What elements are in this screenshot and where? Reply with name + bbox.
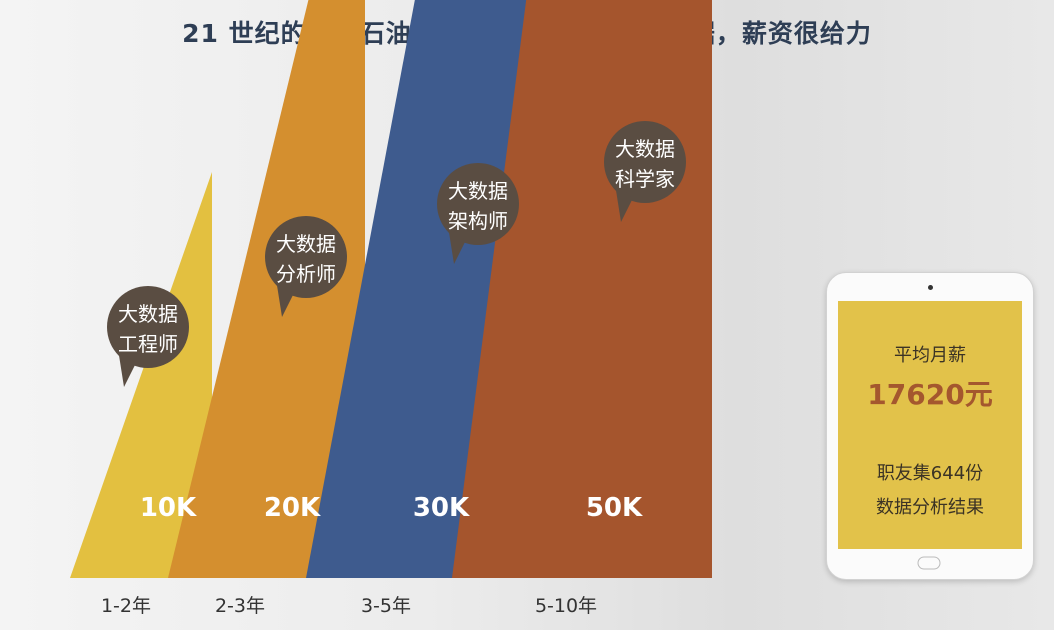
- role-bubble-tail-1: [276, 279, 294, 317]
- value-label-5-10年: 50K: [586, 493, 643, 523]
- category-label-3-5年: 3-5年: [361, 595, 411, 617]
- role-bubble-tail-3: [615, 184, 633, 222]
- role-text-3-1: 科学家: [615, 167, 675, 191]
- category-label-2-3年: 2-3年: [215, 595, 265, 617]
- bar-2-3年: [168, 0, 365, 578]
- role-text-2-0: 大数据: [448, 179, 508, 203]
- tablet-card: 平均月薪 17620元 职友集644份 数据分析结果: [826, 272, 1034, 580]
- role-bubble-tail-2: [448, 226, 466, 264]
- role-bubble-2: [437, 163, 519, 245]
- bar-1-2年: [70, 172, 212, 578]
- category-label-1-2年: 1-2年: [101, 595, 151, 617]
- role-bubble-3: [604, 121, 686, 203]
- tablet-screen: 平均月薪 17620元 职友集644份 数据分析结果: [838, 301, 1022, 549]
- role-text-0-0: 大数据: [118, 302, 178, 326]
- value-label-1-2年: 10K: [140, 493, 197, 523]
- role-bubble-0: [107, 286, 189, 368]
- average-salary-label: 平均月薪: [894, 345, 966, 366]
- value-label-3-5年: 30K: [413, 493, 470, 523]
- camera-dot: [928, 285, 933, 290]
- role-text-3-0: 大数据: [615, 137, 675, 161]
- category-label-5-10年: 5-10年: [535, 595, 597, 617]
- role-bubble-1: [265, 216, 347, 298]
- value-label-2-3年: 20K: [264, 493, 321, 523]
- source-line-1: 职友集644份: [876, 463, 984, 484]
- role-text-2-1: 架构师: [448, 209, 508, 233]
- source-line-2: 数据分析结果: [876, 497, 984, 518]
- average-salary-amount: 17620元: [867, 378, 993, 411]
- role-text-0-1: 工程师: [118, 332, 178, 356]
- role-text-1-0: 大数据: [276, 232, 336, 256]
- role-bubble-tail-0: [118, 349, 136, 387]
- role-text-1-1: 分析师: [276, 262, 336, 286]
- home-button-icon: [917, 556, 941, 570]
